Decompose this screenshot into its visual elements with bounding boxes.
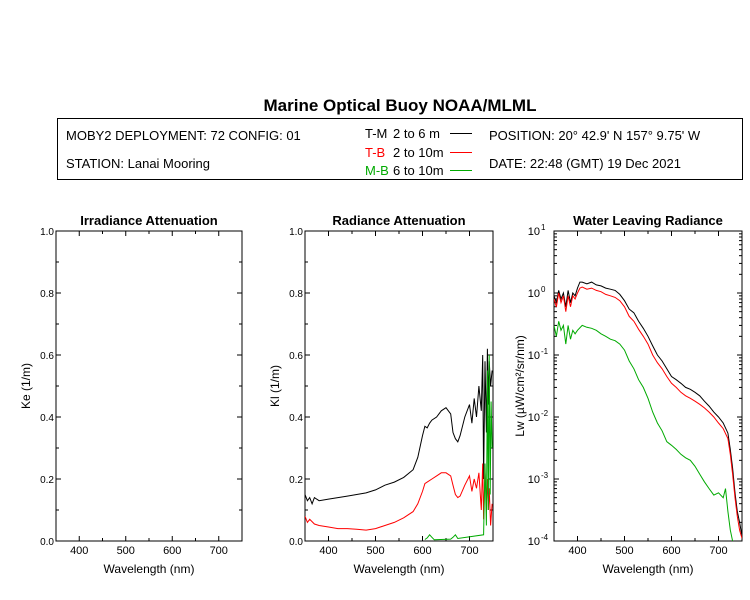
y-tick-label: 0.4 bbox=[40, 413, 54, 424]
x-tick-label: 500 bbox=[117, 545, 135, 557]
date-text: DATE: 22:48 (GMT) 19 Dec 2021 bbox=[489, 156, 681, 171]
y-tick-label: 10 bbox=[528, 226, 540, 238]
x-tick-label: 400 bbox=[568, 545, 586, 557]
y-tick-label-exponent: -3 bbox=[541, 471, 549, 480]
chart-title: Water Leaving Radiance bbox=[573, 213, 723, 228]
y-tick-label-exponent: -1 bbox=[541, 347, 549, 356]
legend-line-tb bbox=[450, 152, 472, 153]
series-line-t-b bbox=[554, 286, 742, 539]
y-axis-label: Kl (1/m) bbox=[268, 365, 282, 407]
y-tick-label: 0.0 bbox=[40, 537, 54, 548]
y-tick-label: 1.0 bbox=[289, 227, 303, 238]
x-tick-label: 700 bbox=[210, 545, 228, 557]
x-tick-label: 700 bbox=[460, 545, 478, 557]
x-tick-label: 700 bbox=[709, 545, 727, 557]
y-axis-label: Lw (µW/cm²/sr/nm) bbox=[513, 335, 527, 437]
series-line-m-b bbox=[424, 354, 493, 541]
x-tick-label: 600 bbox=[413, 545, 431, 557]
y-tick-label-exponent: 0 bbox=[541, 285, 546, 294]
x-tick-label: 400 bbox=[70, 545, 88, 557]
y-axis-label: Ke (1/m) bbox=[19, 363, 33, 409]
y-tick-label: 0.2 bbox=[40, 475, 54, 486]
y-tick-label: 0.8 bbox=[289, 289, 303, 300]
y-tick-label: 10 bbox=[528, 536, 540, 548]
chart-panel-2: Radiance Attenuation 400 500 600 700 0.0 0.2 0.… bbox=[268, 213, 494, 576]
legend-code-tm: T-M bbox=[365, 126, 388, 141]
deployment-text: MOBY2 DEPLOYMENT: 72 CONFIG: 01 bbox=[66, 128, 301, 143]
chart-panel-1: Irradiance Attenuation 400 500 600 700 0.0 0.2… bbox=[19, 213, 243, 576]
legend-range-tm: 2 to 6 m bbox=[393, 126, 440, 141]
y-tick-label: 0.6 bbox=[40, 351, 54, 362]
chart-title: Radiance Attenuation bbox=[332, 213, 465, 228]
x-tick-label: 600 bbox=[163, 545, 181, 557]
plot-frame bbox=[304, 230, 494, 542]
series-line-m-b bbox=[554, 321, 734, 541]
plot-frame bbox=[55, 230, 243, 542]
y-tick-label: 10 bbox=[528, 350, 540, 362]
y-tick-label: 0.8 bbox=[40, 289, 54, 300]
y-tick-label: 1.0 bbox=[40, 227, 54, 238]
y-tick-label: 0.4 bbox=[289, 413, 303, 424]
series-line-t-m bbox=[554, 281, 742, 537]
y-tick-label: 0.6 bbox=[289, 351, 303, 362]
x-tick-label: 500 bbox=[615, 545, 633, 557]
y-tick-label: 0.0 bbox=[289, 537, 303, 548]
info-box: MOBY2 DEPLOYMENT: 72 CONFIG: 01 STATION:… bbox=[57, 118, 743, 180]
x-axis-label: Wavelength (nm) bbox=[603, 562, 694, 576]
legend-range-tb: 2 to 10m bbox=[393, 145, 444, 160]
chart-main-title: Marine Optical Buoy NOAA/MLML bbox=[263, 96, 537, 115]
x-axis-label: Wavelength (nm) bbox=[104, 562, 195, 576]
legend-code-mb: M-B bbox=[365, 163, 389, 178]
x-tick-label: 400 bbox=[319, 545, 337, 557]
legend-line-tm bbox=[450, 133, 472, 134]
x-tick-label: 600 bbox=[662, 545, 680, 557]
series-line-t-m bbox=[305, 348, 493, 506]
station-text: STATION: Lanai Mooring bbox=[66, 156, 211, 171]
x-tick-label: 500 bbox=[366, 545, 384, 557]
y-tick-label: 10 bbox=[528, 288, 540, 300]
legend-code-tb: T-B bbox=[365, 145, 386, 160]
y-tick-label: 0.2 bbox=[289, 475, 303, 486]
chart-title: Irradiance Attenuation bbox=[80, 213, 218, 228]
y-tick-label: 10 bbox=[528, 474, 540, 486]
y-tick-label: 10 bbox=[528, 412, 540, 424]
legend-range-mb: 6 to 10m bbox=[393, 163, 444, 178]
legend-line-mb bbox=[450, 170, 472, 171]
position-text: POSITION: 20° 42.9' N 157° 9.75' W bbox=[489, 128, 701, 143]
y-tick-label-exponent: -4 bbox=[541, 533, 549, 542]
y-tick-label-exponent: -2 bbox=[541, 409, 549, 418]
x-axis-label: Wavelength (nm) bbox=[354, 562, 445, 576]
series-line-t-b bbox=[305, 463, 493, 531]
y-tick-label-exponent: 1 bbox=[541, 223, 546, 232]
